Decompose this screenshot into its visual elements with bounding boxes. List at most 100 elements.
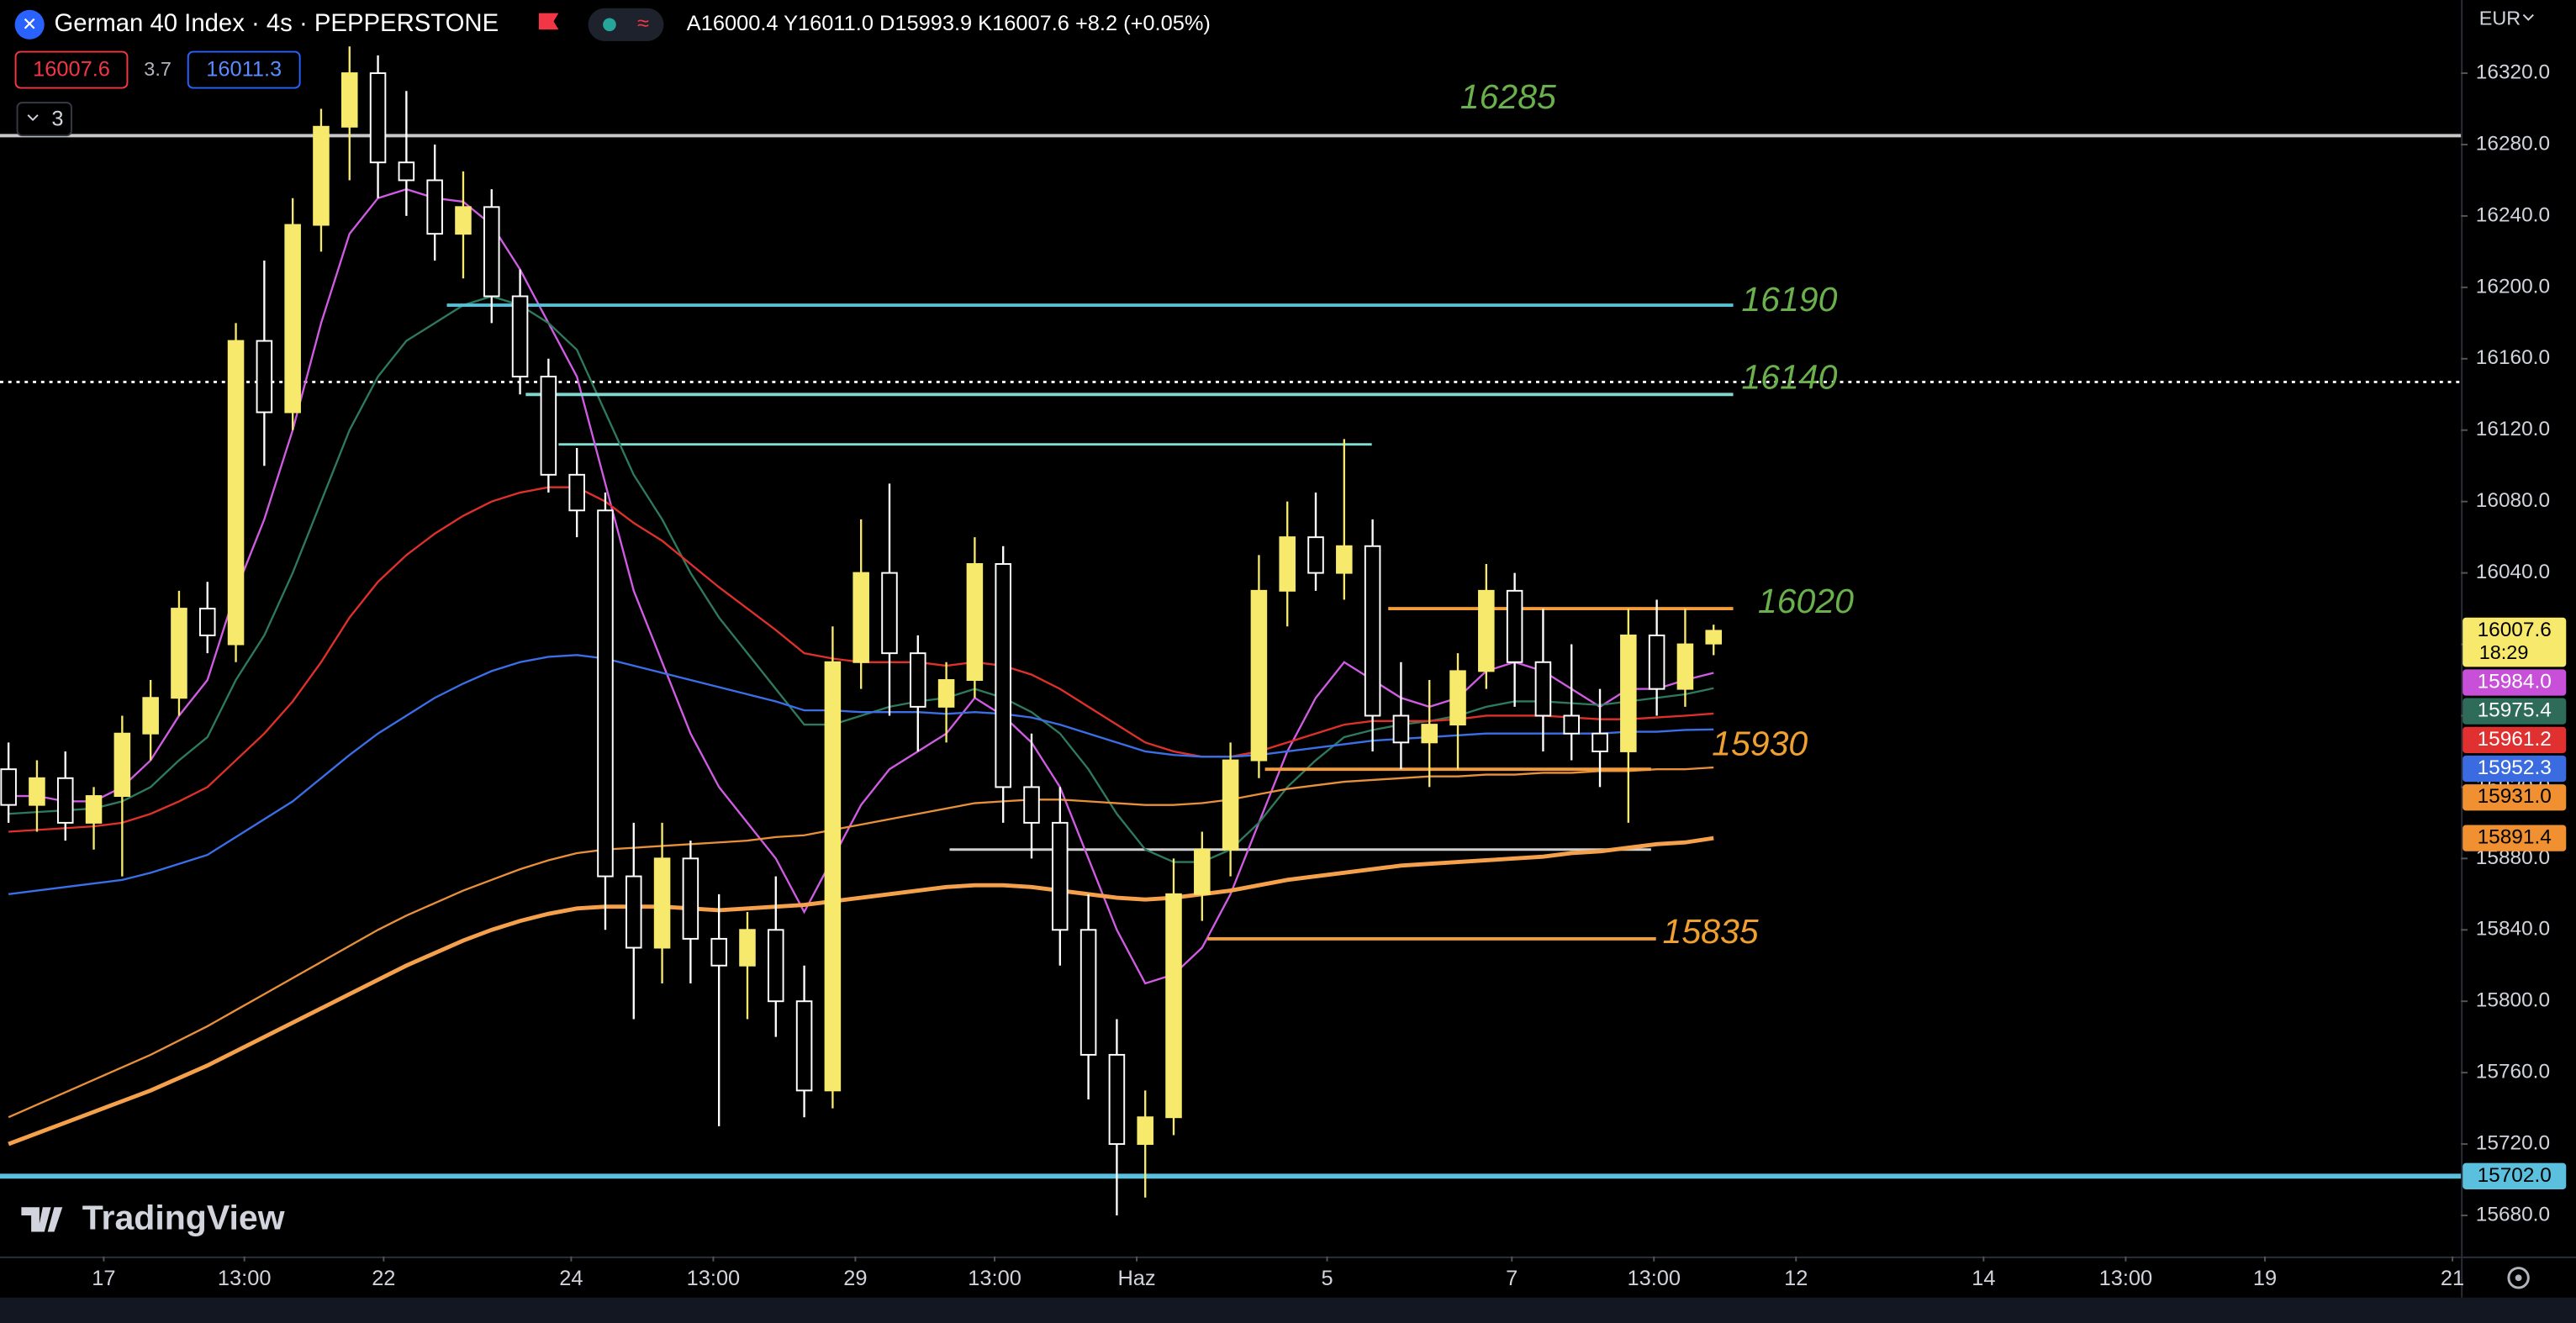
price-tag [2463, 669, 2567, 696]
candle-body [227, 340, 245, 646]
price-tag [2463, 755, 2567, 783]
indicator-toggle[interactable] [16, 102, 72, 137]
candle-body [995, 563, 1011, 788]
price-tag-label: 15931.0 [2478, 785, 2552, 808]
indicator-count: 3 [51, 107, 63, 130]
price-tag-label: 15984.0 [2478, 670, 2552, 693]
candle-body [113, 732, 131, 798]
candle-body [483, 206, 500, 298]
y-tick-label: 16080.0 [2476, 489, 2550, 512]
price-tag-label: 15975.4 [2478, 699, 2552, 722]
settings-icon[interactable] [2507, 1267, 2530, 1289]
settings-icon-center [2515, 1274, 2522, 1282]
countdown: 18:29 [2479, 641, 2529, 663]
candle-body [1137, 1116, 1153, 1146]
candle-body [511, 295, 529, 378]
candle-body [1250, 589, 1268, 762]
candle-body [966, 563, 984, 681]
candle-body [682, 857, 699, 940]
candle-body [1534, 661, 1552, 717]
chevron [27, 114, 39, 122]
status-pill[interactable] [588, 8, 664, 41]
candle-body [1506, 589, 1523, 663]
candle-body [540, 376, 557, 476]
candle-body [1307, 536, 1324, 574]
candle-body [340, 72, 358, 128]
candle-body [626, 875, 642, 949]
candle-body [1052, 821, 1069, 931]
status-dot [603, 18, 616, 32]
y-tick-label: 15720.0 [2476, 1132, 2550, 1155]
ask-box[interactable] [187, 50, 301, 89]
candle-body [1194, 848, 1211, 895]
symbol-title[interactable]: German 40 Index · 4s · PEPPERSTONE [54, 9, 499, 37]
bid-price: 16007.6 [33, 58, 110, 82]
x-tick-label: 24 [559, 1267, 583, 1290]
logo-text: TradingView [82, 1199, 285, 1237]
moving-average [8, 835, 1714, 1146]
candle-body [313, 125, 330, 226]
y-tick-label: 15840.0 [2476, 918, 2550, 941]
candle-body [56, 777, 74, 824]
level-label: 16020 [1758, 582, 1854, 620]
candle-body [739, 929, 756, 967]
x-tick-label: 14 [1972, 1267, 1995, 1290]
price-tag [2463, 726, 2567, 753]
candle-body [256, 340, 273, 414]
price-tag [2463, 617, 2567, 667]
x-tick-label: 13:00 [968, 1267, 1021, 1290]
candle-body [795, 1000, 813, 1092]
candle-body [1620, 634, 1637, 752]
flag-icon[interactable] [538, 13, 559, 30]
candle-body [1364, 545, 1381, 717]
candle-body [910, 652, 926, 708]
candle-body [568, 473, 585, 512]
logo-icon [21, 1207, 63, 1232]
candle-body [369, 72, 387, 164]
y-tick-label: 16040.0 [2476, 561, 2550, 583]
candle-body [881, 572, 898, 655]
candle-body [824, 661, 842, 1092]
price-tag-label: 15952.3 [2478, 756, 2552, 779]
currency-chevron [2522, 13, 2534, 21]
candle-body [1676, 643, 1694, 690]
candle-body [710, 937, 727, 967]
currency[interactable]: EUR [2479, 8, 2521, 29]
candle-body [1279, 536, 1296, 592]
y-tick-label: 16160.0 [2476, 346, 2550, 369]
ask-price: 16011.3 [206, 58, 282, 82]
x-tick-label: 19 [2253, 1267, 2277, 1290]
candle-body [29, 777, 45, 806]
x-tick-label: 7 [1506, 1267, 1518, 1290]
symbol-icon [14, 9, 45, 40]
x-tick-label: 21 [2441, 1267, 2464, 1290]
level-label: 16140 [1741, 358, 1837, 397]
candle-body [597, 509, 614, 878]
plot-area: 16285 16190 16140 16020 15930 15835 [0, 46, 2462, 1216]
candle-body [0, 768, 17, 806]
candle-body [284, 224, 301, 414]
x-tick-label: 13:00 [687, 1267, 741, 1290]
price-tag-label: 15961.2 [2478, 728, 2552, 751]
x-tick-label: 29 [843, 1267, 867, 1290]
y-tick-label: 15680.0 [2476, 1203, 2550, 1225]
price-tag-label: 15702.0 [2478, 1164, 2552, 1187]
x-tick-label: 12 [1784, 1267, 1808, 1290]
x-tick-label: 5 [1321, 1267, 1333, 1290]
x-tick-label: 22 [372, 1267, 395, 1290]
x-tick-label: 17 [92, 1267, 115, 1290]
candle-body [1023, 786, 1040, 824]
candle-body [1079, 929, 1097, 1056]
candle-body [1108, 1053, 1126, 1146]
candle-body [198, 608, 216, 636]
candle-body [1592, 732, 1608, 752]
candle-body [1421, 724, 1438, 744]
price-tag-label: 16007.6 [2478, 619, 2552, 641]
level-label: 16285 [1460, 77, 1556, 116]
candle-body [1392, 714, 1410, 744]
x-tick-label: 13:00 [2099, 1267, 2153, 1290]
bid-box[interactable] [14, 50, 129, 89]
